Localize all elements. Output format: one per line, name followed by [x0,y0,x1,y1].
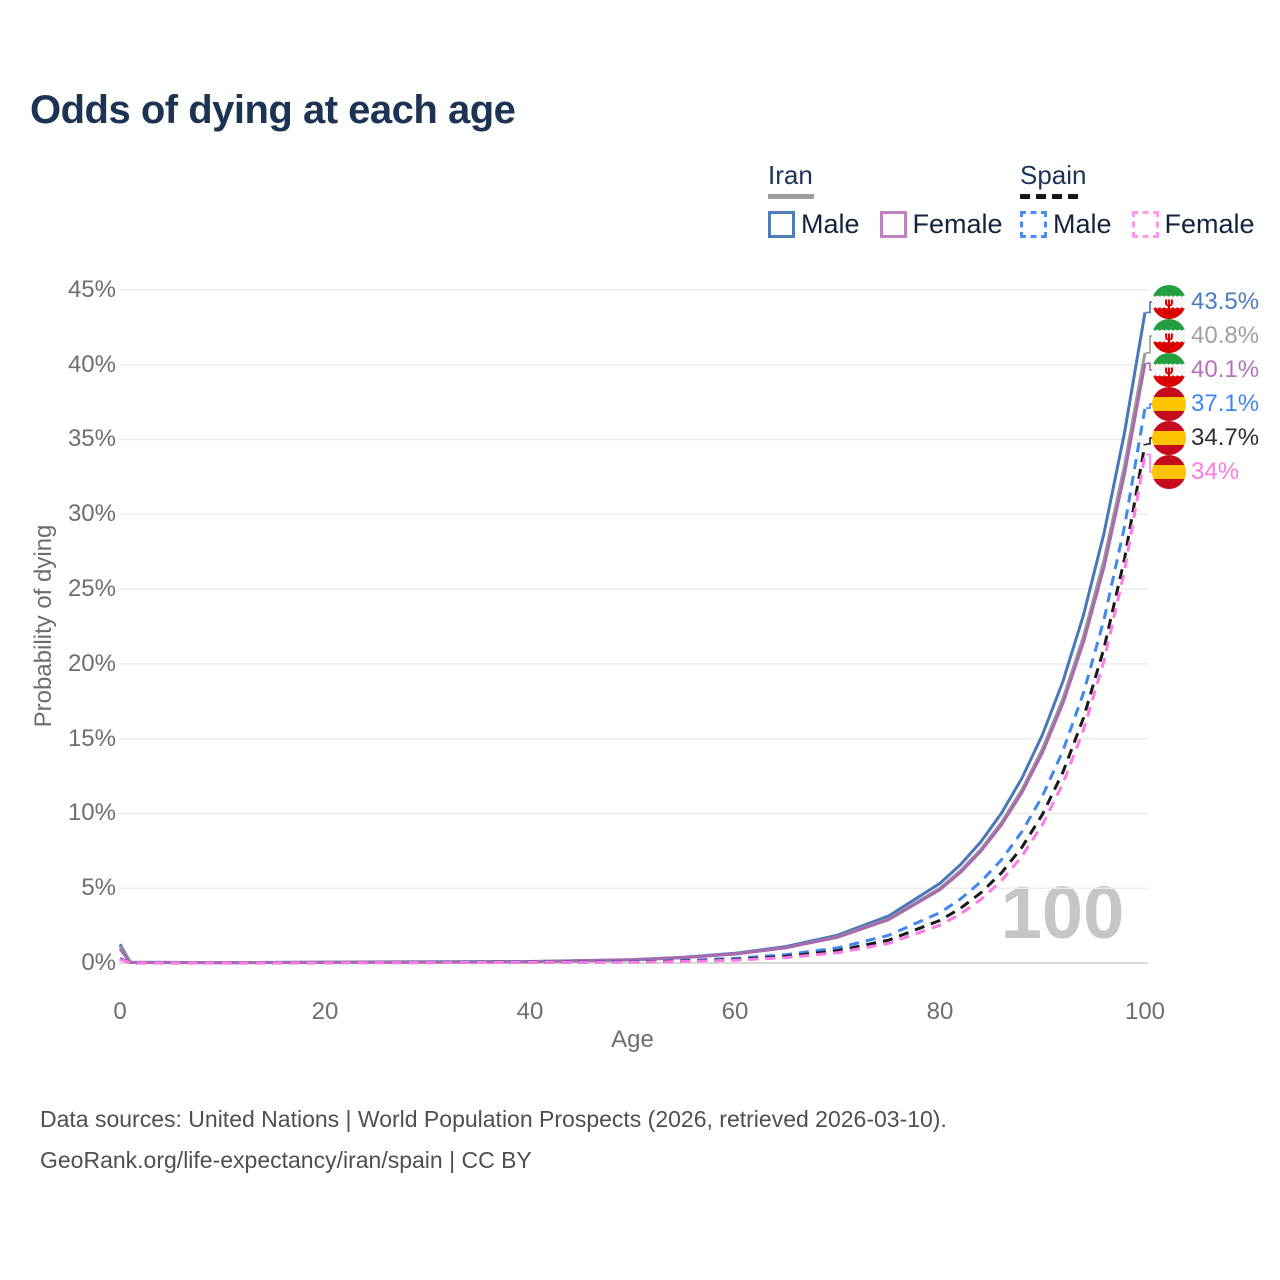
iran-male-line [118,312,1147,965]
iran-flag-icon: ψ [1152,353,1186,387]
iran-both-end-value: 40.8% [1191,322,1260,349]
legend-group-spain: Spain Male Female [1020,160,1255,240]
iran-female-line [118,363,1147,965]
spain-both-end-value: 34.7% [1191,424,1260,451]
end-label-iran-both: ψ 40.8% [1152,319,1259,353]
x-tick-100: 100 [1124,998,1166,1025]
iran-flag-icon: ψ [1152,319,1186,353]
spain-both-line [119,443,1147,965]
legend-spain-female-label: Female [1164,209,1255,239]
legend-item-iran-male[interactable]: Male [768,209,860,240]
y-tick-25: 25% [67,575,116,602]
iran-solid-line-swatch [768,194,814,199]
iran-male-swatch-icon [768,211,795,238]
end-label-spain-both: 34.7% [1152,421,1259,455]
legend-item-iran-female[interactable]: Female [879,209,1003,240]
spain-female-line [119,454,1147,965]
y-tick-35: 35% [67,425,116,452]
y-tick-5: 5% [81,874,116,901]
legend-iran-female-label: Female [912,209,1003,239]
legend-row-iran: Male Female [768,209,1003,240]
y-tick-15: 15% [67,725,116,752]
page-title: Odds of dying at each age [30,88,516,132]
y-tick-20: 20% [67,650,116,677]
end-label-spain-male: 37.1% [1152,387,1259,421]
footer-attribution-line: GeoRank.org/life-expectancy/iran/spain |… [40,1147,532,1173]
spain-flag-icon [1152,387,1186,421]
y-tick-0: 0% [81,949,116,976]
legend-item-spain-male[interactable]: Male [1020,209,1112,240]
spain-flag-icon [1152,455,1186,489]
spain-female-swatch-icon [1131,211,1159,238]
x-tick-60: 60 [721,998,749,1025]
svg-text:ψ: ψ [1164,364,1174,378]
iran-male-end-value: 43.5% [1191,288,1260,315]
age-watermark: 100 [1000,871,1125,954]
y-tick-45: 45% [67,276,116,303]
svg-text:ψ: ψ [1164,296,1174,310]
iran-flag-icon: ψ [1152,285,1186,319]
y-tick-10: 10% [67,799,116,826]
end-label-iran-male: ψ 43.5% [1152,285,1259,319]
svg-text:ψ: ψ [1164,330,1174,344]
spain-flag-icon [1152,421,1186,455]
legend-spain-male-label: Male [1053,209,1112,239]
spain-dashed-line-swatch [1020,194,1078,199]
legend-spain-title: Spain [1020,160,1087,190]
end-labels: ψ 43.5% ψ 40.8% ψ 40.1% 37.1% 34.7% 34% [1152,0,1280,1280]
spain-female-end-value: 34% [1191,458,1240,485]
iran-both-line [118,352,1147,965]
spain-male-swatch-icon [1020,211,1047,238]
end-label-spain-female: 34% [1152,455,1239,489]
footer-source-line: Data sources: United Nations | World Pop… [40,1106,947,1132]
y-axis-title: Probability of dying [30,524,57,728]
x-tick-0: 0 [113,998,127,1025]
spain-male-end-value: 37.1% [1191,390,1260,417]
x-tick-80: 80 [926,998,954,1025]
legend-row-spain: Male Female [1020,209,1255,240]
iran-female-swatch-icon [879,211,907,238]
x-tick-20: 20 [311,998,339,1025]
legend-item-spain-female[interactable]: Female [1131,209,1255,240]
legend-iran-male-label: Male [801,209,860,239]
spain-male-line [119,407,1147,965]
legend-iran-title: Iran [768,160,813,190]
y-tick-40: 40% [67,351,116,378]
end-label-iran-female: ψ 40.1% [1152,353,1259,387]
iran-female-end-value: 40.1% [1191,356,1260,383]
x-axis-title: Age [611,1026,654,1053]
y-tick-30: 30% [67,500,116,527]
legend-group-iran: Iran Male Female [768,160,1003,240]
x-tick-40: 40 [516,998,544,1025]
